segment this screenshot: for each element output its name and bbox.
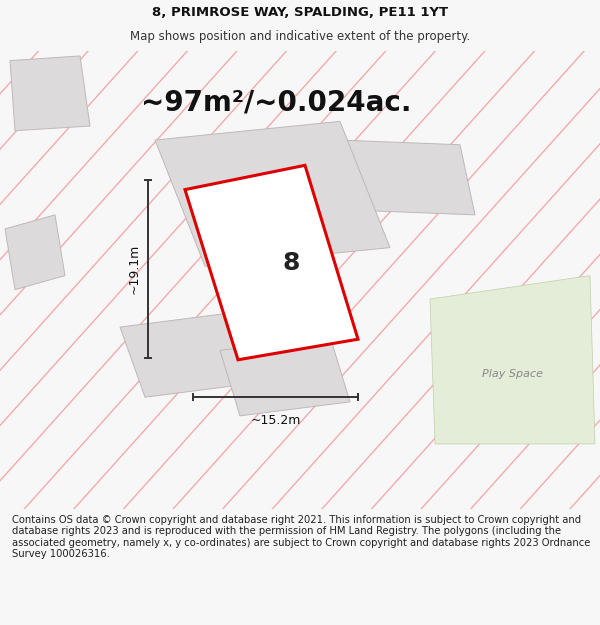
Text: Map shows position and indicative extent of the property.: Map shows position and indicative extent…	[130, 31, 470, 43]
Text: ~97m²/~0.024ac.: ~97m²/~0.024ac.	[141, 89, 411, 117]
Polygon shape	[185, 166, 358, 360]
Text: 8: 8	[283, 251, 300, 276]
Text: ~15.2m: ~15.2m	[250, 414, 301, 427]
Polygon shape	[120, 313, 255, 397]
Polygon shape	[340, 140, 475, 215]
Polygon shape	[5, 215, 65, 289]
Polygon shape	[155, 121, 390, 266]
Polygon shape	[430, 276, 595, 444]
Text: Contains OS data © Crown copyright and database right 2021. This information is : Contains OS data © Crown copyright and d…	[12, 515, 590, 559]
Text: Play Space: Play Space	[482, 369, 542, 379]
Polygon shape	[220, 336, 350, 416]
Text: 8, PRIMROSE WAY, SPALDING, PE11 1YT: 8, PRIMROSE WAY, SPALDING, PE11 1YT	[152, 6, 448, 19]
Text: ~19.1m: ~19.1m	[128, 244, 140, 294]
Polygon shape	[10, 56, 90, 131]
